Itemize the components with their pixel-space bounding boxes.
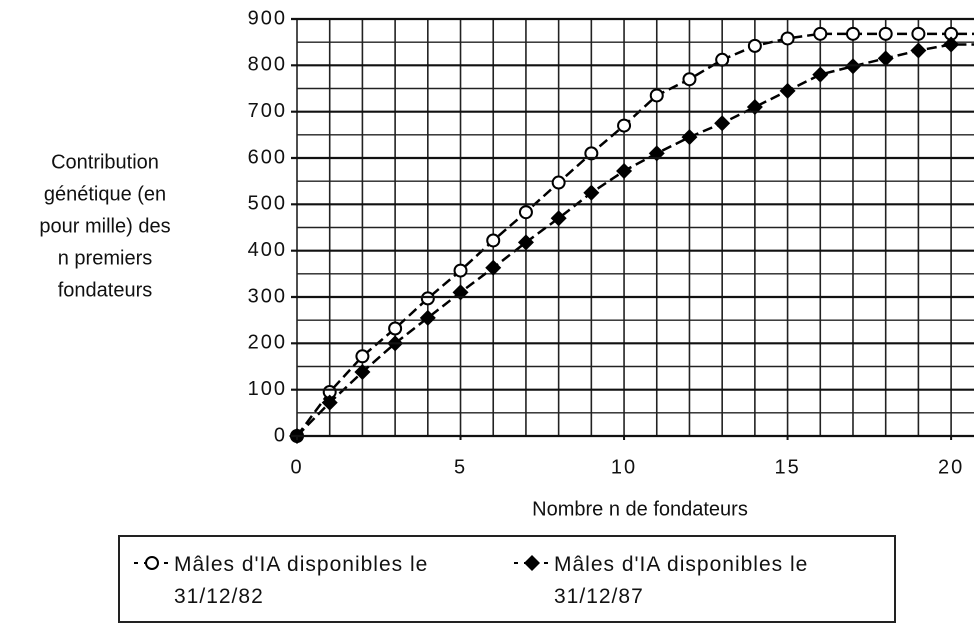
y-tick-label: 800 <box>248 54 287 76</box>
y-tick-label: 500 <box>248 193 287 215</box>
point <box>813 26 828 41</box>
x-tick-label: 5 <box>454 456 467 478</box>
series-line <box>296 43 974 437</box>
point <box>355 349 370 364</box>
point <box>321 394 338 411</box>
y-tick-label: 700 <box>248 100 287 122</box>
point <box>388 321 403 336</box>
point <box>780 31 795 46</box>
point <box>617 118 632 133</box>
legend-label: Mâles d'IA disponibles le 31/12/87 <box>554 553 809 608</box>
point <box>681 129 698 146</box>
point <box>485 259 502 276</box>
y-axis-label: Contribution <box>51 151 159 173</box>
legend: Mâles d'IA disponibles le 31/12/82 Mâles … <box>118 535 896 623</box>
point <box>714 115 731 132</box>
legend-label: Mâles d'IA disponibles le 31/12/82 <box>174 553 429 608</box>
point <box>911 26 926 41</box>
y-axis-label: n premiers <box>58 247 152 269</box>
point <box>616 162 633 179</box>
point <box>453 263 468 278</box>
y-tick-label: 400 <box>248 239 287 261</box>
y-tick-label: 600 <box>248 146 287 168</box>
point <box>550 210 567 227</box>
legend-entry: Mâles d'IA disponibles le 31/12/82 <box>130 549 510 621</box>
y-tick-label: 300 <box>248 285 287 307</box>
point <box>910 42 927 59</box>
x-tick-label: 10 <box>611 456 637 478</box>
y-tick-label: 900 <box>248 7 287 29</box>
legend-entry: Mâles d'IA disponibles le 31/12/87 <box>510 549 890 621</box>
point <box>715 52 730 67</box>
point <box>419 309 436 326</box>
point <box>812 66 829 83</box>
point <box>354 364 371 381</box>
point <box>877 50 894 67</box>
series-line <box>295 32 974 437</box>
point <box>584 146 599 161</box>
point <box>747 38 762 53</box>
y-tick-label: 100 <box>248 378 287 400</box>
y-tick-label: 200 <box>248 332 287 354</box>
point <box>878 26 893 41</box>
legend-marker <box>134 556 170 570</box>
plot <box>289 19 974 444</box>
point <box>583 184 600 201</box>
point <box>682 72 697 87</box>
point <box>779 82 796 99</box>
point <box>518 205 533 220</box>
y-axis-label: pour mille) des <box>39 215 170 237</box>
point <box>420 291 435 306</box>
legend-marker <box>514 555 550 571</box>
x-tick-label: 0 <box>290 456 303 478</box>
point <box>649 88 664 103</box>
point <box>943 36 960 53</box>
x-tick-label: 20 <box>938 456 964 478</box>
x-axis-label: Nombre n de fondateurs <box>532 498 748 520</box>
point <box>517 234 534 251</box>
point <box>845 26 860 41</box>
legend-symbol <box>524 555 540 571</box>
point <box>486 233 501 248</box>
legend-symbol <box>145 556 159 570</box>
x-tick-label: 15 <box>774 456 800 478</box>
y-tick-label: 0 <box>274 424 287 446</box>
y-axis-label: fondateurs <box>58 279 153 301</box>
point <box>551 175 566 190</box>
y-axis-label: génétique (en <box>44 183 166 205</box>
